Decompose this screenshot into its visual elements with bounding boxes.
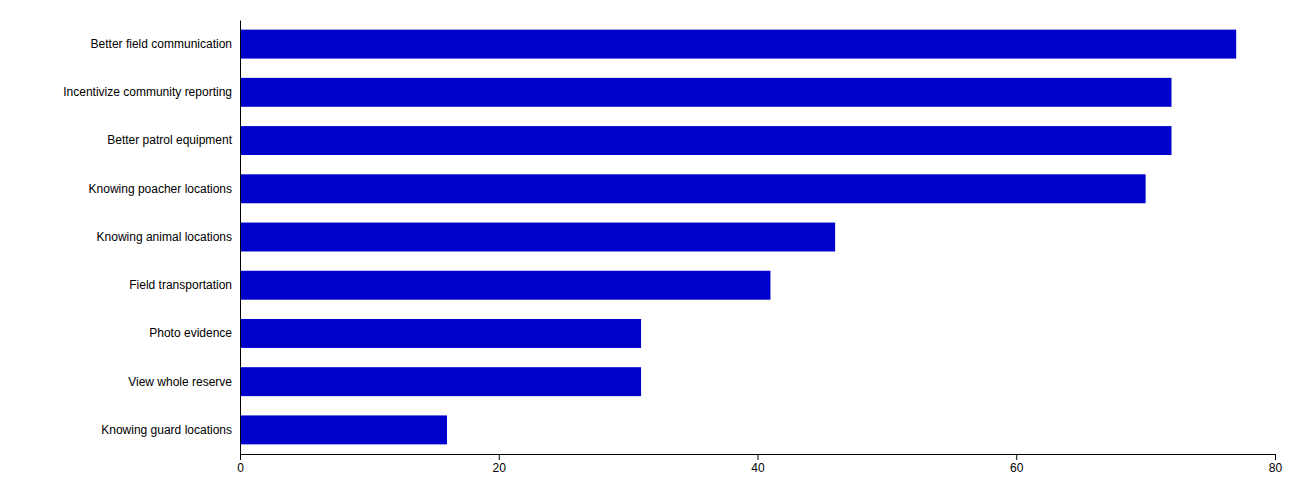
y-tick: Photo evidence — [149, 326, 240, 340]
bars — [240, 30, 1236, 445]
tick-label: Knowing animal locations — [97, 230, 232, 244]
x-tick: 0 — [237, 454, 244, 475]
x-tick: 60 — [1010, 454, 1024, 475]
tick-mark — [1016, 454, 1017, 460]
plot: 0 20 40 60 80 Knowing guard locations View who… — [63, 21, 1282, 475]
y-tick: Knowing poacher locations — [89, 182, 240, 196]
axis-line — [241, 455, 1276, 461]
x-tick: 80 — [1269, 454, 1283, 475]
tick-label: Better patrol equipment — [107, 133, 232, 147]
tick-label: Photo evidence — [149, 326, 232, 340]
y-tick: View whole reserve — [128, 375, 240, 389]
tick-mark — [240, 454, 241, 460]
tick-label: 60 — [1010, 461, 1024, 475]
tick-label: Knowing poacher locations — [89, 182, 232, 196]
y-tick: Field transportation — [129, 278, 240, 292]
bar — [240, 126, 1172, 155]
y-tick: Better field communication — [91, 37, 240, 51]
chart: 0 20 40 60 80 Knowing guard locations View who… — [0, 0, 1315, 494]
tick-label: 0 — [237, 461, 244, 475]
bar — [240, 78, 1172, 107]
bar — [240, 30, 1236, 59]
tick-mark — [499, 454, 500, 460]
tick-mark — [1275, 454, 1276, 460]
bar — [240, 415, 447, 444]
y-axis: Knowing guard locations View whole reserv… — [63, 21, 240, 455]
y-tick: Incentivize community reporting — [63, 85, 240, 99]
bar — [240, 271, 770, 300]
x-tick: 20 — [493, 454, 507, 475]
tick-label: Better field communication — [91, 37, 232, 51]
y-tick: Knowing guard locations — [101, 423, 240, 437]
bar — [240, 319, 641, 348]
tick-label: Field transportation — [129, 278, 232, 292]
tick-label: Knowing guard locations — [101, 423, 232, 437]
tick-mark — [758, 454, 759, 460]
x-axis: 0 20 40 60 80 — [237, 454, 1282, 475]
tick-label: 40 — [751, 461, 765, 475]
bar — [240, 223, 835, 252]
tick-label: 80 — [1269, 461, 1283, 475]
x-tick: 40 — [751, 454, 765, 475]
axis-line — [240, 21, 241, 455]
y-tick: Knowing animal locations — [97, 230, 240, 244]
y-tick: Better patrol equipment — [107, 133, 240, 147]
tick-label: View whole reserve — [128, 375, 232, 389]
tick-label: 20 — [493, 461, 507, 475]
tick-label: Incentivize community reporting — [63, 85, 232, 99]
bar — [240, 367, 641, 396]
bar — [240, 174, 1146, 203]
